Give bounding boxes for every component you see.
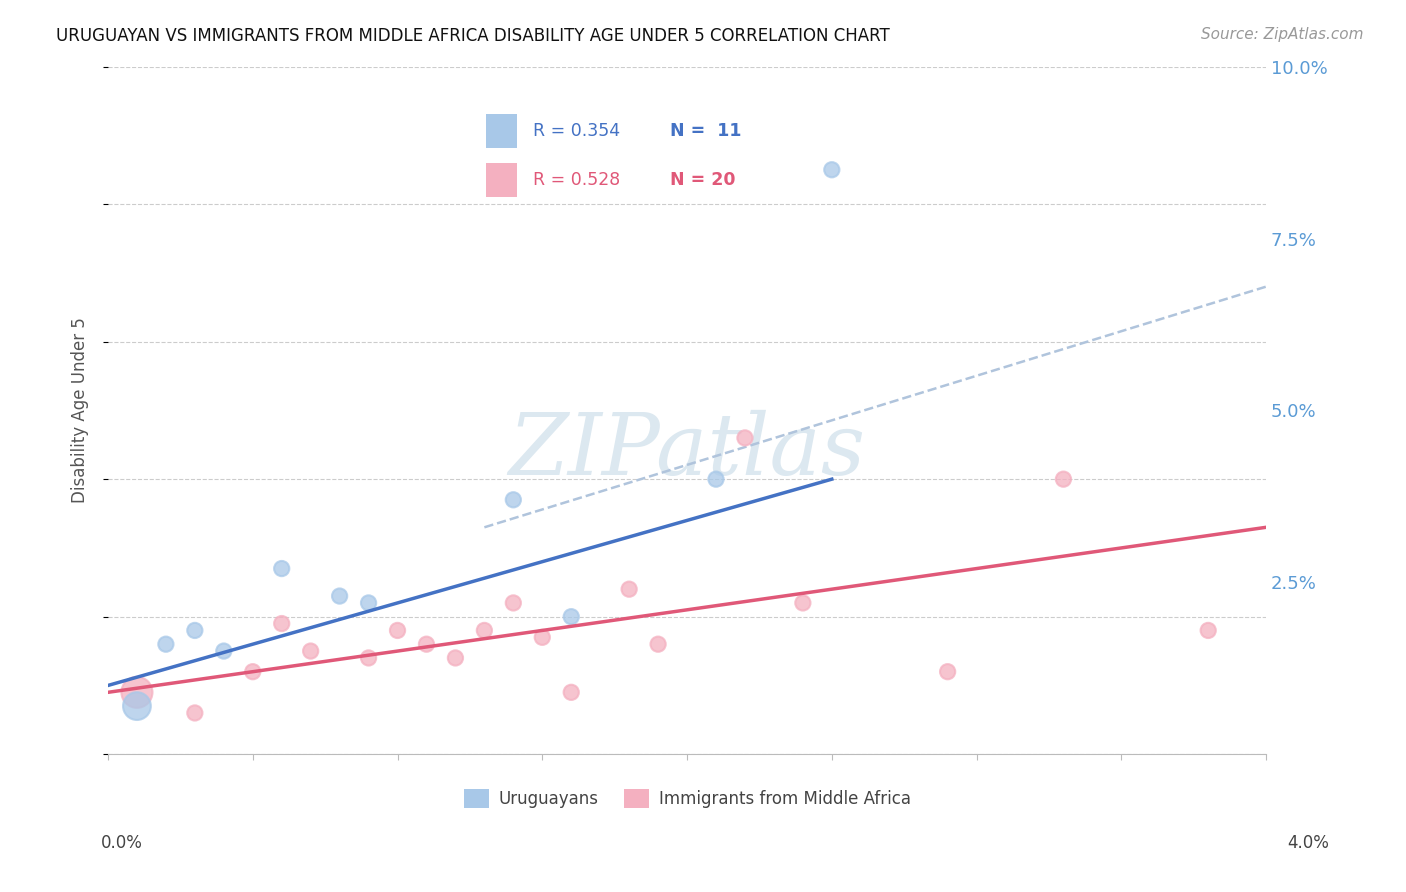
Point <box>155 637 177 651</box>
Legend: Uruguayans, Immigrants from Middle Africa: Uruguayans, Immigrants from Middle Afric… <box>457 782 917 814</box>
Point <box>357 651 380 665</box>
Y-axis label: Disability Age Under 5: Disability Age Under 5 <box>72 318 89 503</box>
Point <box>329 589 352 603</box>
Point <box>184 706 207 720</box>
Text: URUGUAYAN VS IMMIGRANTS FROM MIDDLE AFRICA DISABILITY AGE UNDER 5 CORRELATION CH: URUGUAYAN VS IMMIGRANTS FROM MIDDLE AFRI… <box>56 27 890 45</box>
Text: 4.0%: 4.0% <box>1286 834 1329 852</box>
Point <box>270 561 292 575</box>
Point <box>212 644 235 658</box>
Point <box>502 596 524 610</box>
Point <box>387 624 409 638</box>
Point <box>734 431 756 445</box>
Point <box>821 162 844 177</box>
Point <box>792 596 814 610</box>
Text: 0.0%: 0.0% <box>101 834 143 852</box>
Point <box>1052 472 1074 486</box>
Point <box>357 596 380 610</box>
Point <box>270 616 292 631</box>
Point <box>647 637 669 651</box>
Point <box>415 637 437 651</box>
Point <box>502 492 524 507</box>
Point <box>560 685 582 699</box>
Point <box>617 582 640 597</box>
Point <box>125 685 148 699</box>
Point <box>299 644 322 658</box>
Point <box>531 630 554 644</box>
Text: ZIPatlas: ZIPatlas <box>509 410 866 493</box>
Text: Source: ZipAtlas.com: Source: ZipAtlas.com <box>1201 27 1364 42</box>
Point <box>242 665 264 679</box>
Point <box>704 472 727 486</box>
Point <box>474 624 496 638</box>
Point <box>184 624 207 638</box>
Point <box>936 665 959 679</box>
Point <box>444 651 467 665</box>
Point <box>125 699 148 714</box>
Point <box>560 609 582 624</box>
Point <box>1197 624 1219 638</box>
